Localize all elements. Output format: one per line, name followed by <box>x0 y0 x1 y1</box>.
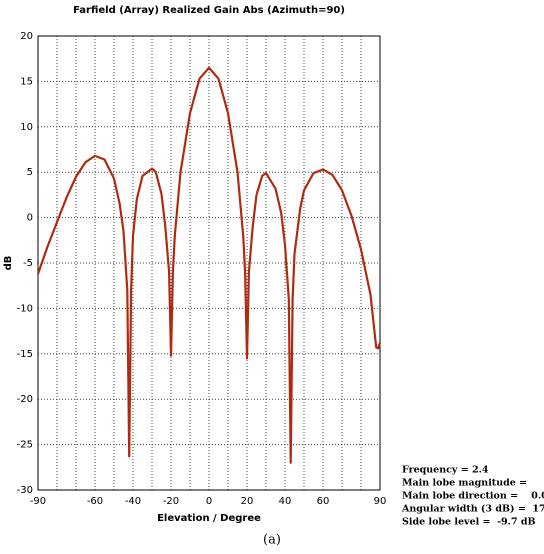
annotation: Main lobe magnitude = 16.5 dB <box>402 478 544 489</box>
y-tick-label: -20 <box>17 394 33 405</box>
plot-frame <box>37 35 381 491</box>
data-line <box>36 66 382 464</box>
annotation: Angular width (3 dB) = 17.4 deg. <box>401 504 544 515</box>
x-tick-label: 40 <box>279 496 292 507</box>
x-axis-label: Elevation / Degree <box>157 513 261 524</box>
y-tick-label: 0 <box>27 213 33 224</box>
y-tick-label: 15 <box>20 76 33 87</box>
x-tick-label: -20 <box>163 496 179 507</box>
y-tick-label: 10 <box>20 122 33 133</box>
x-tick-label: -90 <box>30 496 46 507</box>
y-tick-label: -30 <box>17 485 33 496</box>
y-tick-label: 20 <box>20 31 33 42</box>
y-axis-label: dB <box>3 256 14 271</box>
y-tick-label: 5 <box>27 167 33 178</box>
x-tick-label: 90 <box>374 496 387 507</box>
y-tick-label: -15 <box>17 349 33 360</box>
x-tick-label: 60 <box>317 496 330 507</box>
chart-title: Farfield (Array) Realized Gain Abs (Azim… <box>73 5 345 16</box>
y-tick-label: -10 <box>17 303 33 314</box>
y-tick-label: -25 <box>17 440 33 451</box>
x-tick-label: -60 <box>87 496 103 507</box>
caption: (a) <box>263 533 281 548</box>
x-tick-label: -40 <box>125 496 141 507</box>
annotation: Main lobe direction = 0.0 deg. <box>402 491 544 502</box>
annotation: Side lobe level = -9.7 dB <box>402 517 536 528</box>
x-tick-label: 0 <box>206 496 212 507</box>
annotation: Frequency = 2.4 <box>402 465 489 476</box>
x-tick-label: 20 <box>241 496 254 507</box>
y-tick-label: -5 <box>23 258 33 269</box>
